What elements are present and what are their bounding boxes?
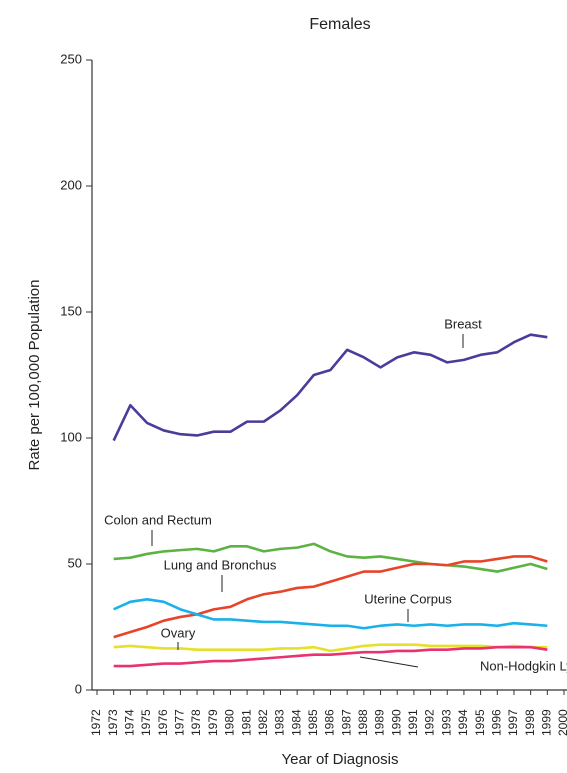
series-label: Ovary [161, 625, 196, 640]
x-tick-label: 1984 [289, 709, 303, 736]
x-tick-label: 1988 [356, 709, 370, 736]
series-line [112, 333, 548, 442]
x-tick-label: 1982 [256, 709, 270, 736]
series-label: Colon and Rectum [104, 512, 212, 527]
x-tick-label: 1993 [439, 709, 453, 736]
y-axis-title: Rate per 100,000 Population [26, 280, 43, 471]
series-label: Non-Hodgkin Lymphoma [480, 658, 567, 673]
x-tick-label: 1995 [473, 709, 487, 736]
x-tick-label: 1980 [223, 709, 237, 736]
x-tick-label: 1989 [373, 709, 387, 736]
x-tick-label: 1972 [89, 709, 103, 736]
x-tick-label: 1986 [323, 709, 337, 736]
x-tick-label: 1978 [189, 709, 203, 736]
x-tick-label: 1999 [539, 709, 553, 736]
x-tick-label: 1996 [489, 709, 503, 736]
series-line [113, 542, 548, 573]
x-tick-label: 1974 [123, 709, 137, 736]
x-tick-label: 1994 [456, 709, 470, 736]
x-tick-label: 2000 [556, 709, 567, 736]
x-tick-label: 1997 [506, 709, 520, 736]
x-tick-label: 1973 [106, 709, 120, 736]
x-tick-label: 1992 [423, 709, 437, 736]
y-tick-label: 0 [75, 681, 82, 696]
x-tick-label: 1991 [406, 709, 420, 736]
series-label: Lung and Bronchus [164, 557, 277, 572]
series-label: Breast [444, 316, 482, 331]
x-tick-label: 1990 [389, 709, 403, 736]
x-tick-label: 1979 [206, 709, 220, 736]
x-tick-label: 1998 [523, 709, 537, 736]
series-line [113, 645, 548, 668]
y-tick-label: 200 [60, 177, 82, 192]
x-tick-label: 1977 [173, 709, 187, 736]
series-line [113, 597, 548, 630]
x-tick-label: 1981 [239, 709, 253, 736]
x-tick-label: 1987 [339, 709, 353, 736]
y-tick-label: 150 [60, 303, 82, 318]
x-tick-label: 1985 [306, 709, 320, 736]
y-tick-label: 100 [60, 429, 82, 444]
chart-title: Females [309, 16, 370, 33]
y-tick-label: 50 [68, 555, 82, 570]
x-tick-label: 1976 [156, 709, 170, 736]
series-line [113, 643, 548, 653]
series-line [113, 555, 548, 639]
x-tick-label: 1975 [139, 709, 153, 736]
x-tick-label: 1983 [273, 709, 287, 736]
label-pointer [359, 656, 419, 668]
y-tick-label: 250 [60, 51, 82, 66]
x-axis-title: Year of Diagnosis [281, 751, 398, 768]
series-label: Uterine Corpus [364, 591, 452, 606]
